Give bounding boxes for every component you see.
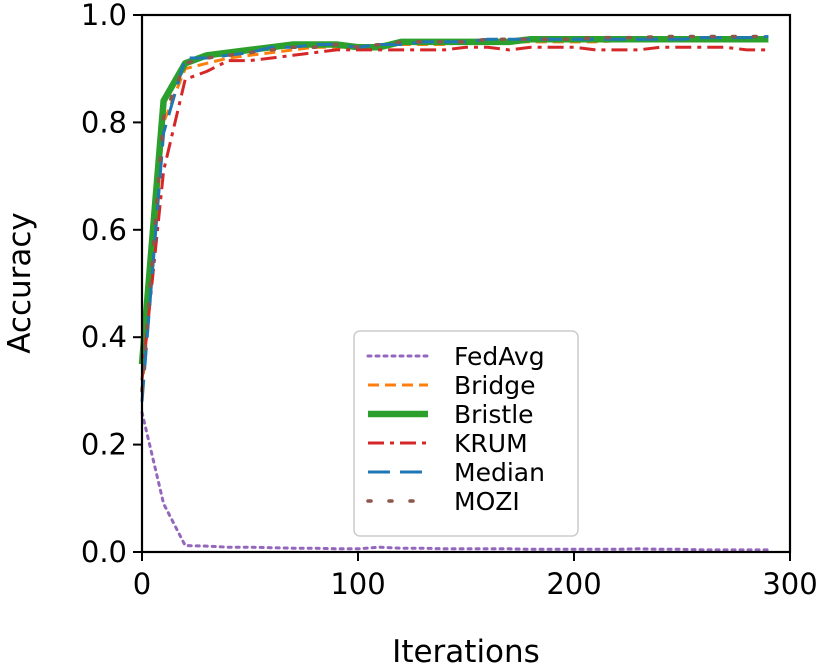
y-tick-label: 0.0	[81, 535, 127, 569]
x-axis-title: Iterations	[392, 634, 540, 670]
legend-frame	[353, 330, 579, 537]
y-axis: 0.0 0.2 0.4 0.6 0.8 1.0	[81, 0, 142, 569]
series-layer	[138, 34, 771, 552]
series-line-bristle	[138, 35, 769, 365]
y-tick-label: 1.0	[81, 0, 127, 32]
y-tick-label: 0.8	[81, 105, 127, 139]
series-line-fedavg	[140, 410, 770, 552]
legend-label-median: Median	[454, 458, 545, 487]
plot-frame	[140, 13, 792, 554]
legend-label-mozi: MOZI	[454, 487, 520, 516]
x-tick-label: 0	[133, 567, 151, 601]
x-tick-label: 300	[762, 567, 817, 601]
legend-label-bristle: Bristle	[454, 400, 534, 429]
series-line-median	[140, 35, 769, 402]
y-axis-title: Accuracy	[2, 212, 38, 354]
x-axis: 0 100 200 300	[133, 552, 818, 601]
legend-label-bridge: Bridge	[454, 371, 536, 400]
x-tick-label: 200	[546, 567, 601, 601]
y-tick-label: 0.4	[81, 320, 127, 354]
y-tick-label: 0.6	[81, 213, 127, 247]
x-tick-label: 100	[330, 567, 385, 601]
y-tick-label: 0.2	[81, 428, 127, 462]
legend-label-fedavg: FedAvg	[454, 342, 545, 371]
series-line-krum	[140, 45, 769, 381]
legend-label-krum: KRUM	[454, 429, 528, 458]
